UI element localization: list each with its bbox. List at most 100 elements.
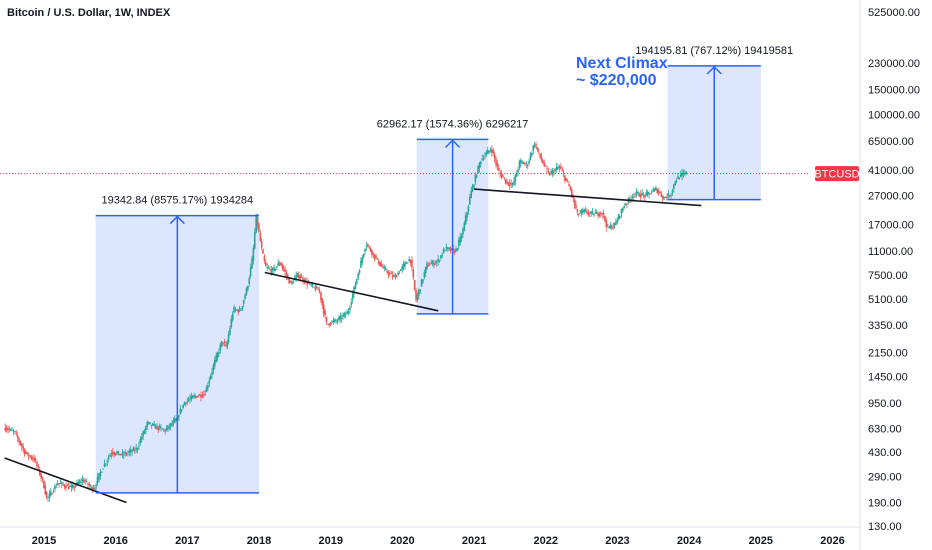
candle-body	[151, 423, 154, 426]
candle-body	[616, 220, 619, 223]
candle-body	[642, 194, 645, 196]
candle-body	[168, 426, 171, 428]
candle-body	[630, 199, 632, 200]
candle-body	[185, 402, 187, 405]
candle-body	[9, 428, 12, 430]
candle-body	[390, 273, 393, 274]
candle-body	[114, 452, 117, 455]
candle-body	[5, 427, 8, 431]
candle-body	[457, 239, 460, 247]
candle-body	[529, 154, 532, 160]
candle-body	[513, 181, 515, 185]
y-tick-label: 11000.00	[868, 246, 913, 258]
candle-body	[62, 484, 64, 486]
candle-body	[601, 212, 603, 215]
candle-body	[679, 173, 682, 177]
candle-body	[464, 215, 467, 225]
candle-body	[496, 163, 499, 167]
candle-body	[613, 222, 616, 226]
candle-body	[299, 275, 302, 279]
measure-label: 194195.81 (767.12%) 19419581	[635, 45, 793, 57]
candle-body	[143, 430, 146, 434]
candle-body	[107, 457, 110, 460]
candle-body	[73, 487, 75, 489]
candle-body	[288, 278, 291, 284]
candle-body	[557, 167, 559, 169]
candle-body	[350, 302, 353, 305]
candle-body	[622, 208, 624, 211]
candle-body	[606, 224, 609, 226]
candle-body	[267, 267, 270, 269]
candle-body	[179, 408, 182, 414]
candle-body	[244, 294, 246, 300]
candle-body	[531, 152, 533, 156]
candle-body	[150, 424, 153, 426]
y-tick-label: 290.00	[868, 471, 902, 483]
candle-body	[92, 488, 95, 492]
candle-body	[230, 318, 233, 328]
x-tick-label: 2015	[32, 535, 56, 547]
candle-body	[504, 179, 507, 184]
candle-body	[49, 491, 52, 496]
candle-body	[623, 206, 626, 208]
candle-body	[22, 446, 24, 449]
candle-body	[7, 428, 9, 431]
candle-body	[422, 279, 424, 283]
candle-body	[29, 455, 31, 457]
candle-body	[587, 212, 590, 215]
candle-body	[546, 168, 548, 170]
candle-body	[207, 385, 209, 388]
candle-body	[375, 256, 377, 258]
candle-body	[528, 160, 530, 164]
candle-body	[242, 299, 245, 305]
candle-body	[590, 211, 592, 214]
candle-body	[358, 270, 361, 274]
candle-body	[215, 355, 217, 362]
candle-body	[507, 182, 510, 185]
candle-body	[322, 304, 325, 314]
candle-body	[400, 269, 402, 272]
candle-body	[180, 409, 183, 411]
candle-body	[576, 209, 579, 212]
candle-body	[602, 212, 605, 215]
y-tick-label: 17000.00	[868, 219, 914, 231]
candle-body	[480, 161, 482, 164]
candle-body	[105, 463, 107, 465]
candle-body	[442, 248, 445, 254]
candle-body	[499, 171, 501, 174]
candle-body	[278, 263, 281, 265]
candle-body	[514, 174, 517, 182]
candle-body	[382, 266, 384, 269]
candle-body	[597, 213, 599, 216]
candle-body	[269, 268, 271, 270]
candle-body	[314, 287, 317, 291]
candle-body	[118, 453, 121, 456]
candle-body	[36, 462, 38, 466]
measure-label: 62962.17 (1574.36%) 6296217	[377, 118, 529, 130]
candle-body	[194, 395, 197, 397]
candle-body	[429, 264, 431, 266]
candle-body	[486, 150, 489, 154]
candle-body	[547, 171, 550, 173]
x-tick-label: 2023	[605, 535, 629, 547]
candle-body	[147, 422, 150, 424]
candle-body	[331, 321, 333, 323]
candle-body	[63, 484, 66, 488]
candle-body	[280, 262, 282, 266]
support-trendline	[474, 188, 702, 207]
candle-body	[344, 314, 347, 316]
candle-body	[135, 447, 138, 450]
candle-body	[98, 473, 100, 480]
candle-body	[416, 295, 419, 301]
candle-body	[645, 192, 648, 196]
climax-annotation-line1: Next Climax	[576, 55, 668, 72]
candle-body	[245, 287, 248, 295]
candle-body	[641, 192, 643, 195]
candle-body	[577, 214, 580, 216]
y-tick-label: 7500.00	[868, 270, 908, 282]
candle-body	[89, 485, 92, 487]
y-tick-label: 65000.00	[868, 136, 914, 148]
y-tick-label: 525000.00	[868, 7, 920, 19]
x-tick-label: 2021	[462, 535, 486, 547]
